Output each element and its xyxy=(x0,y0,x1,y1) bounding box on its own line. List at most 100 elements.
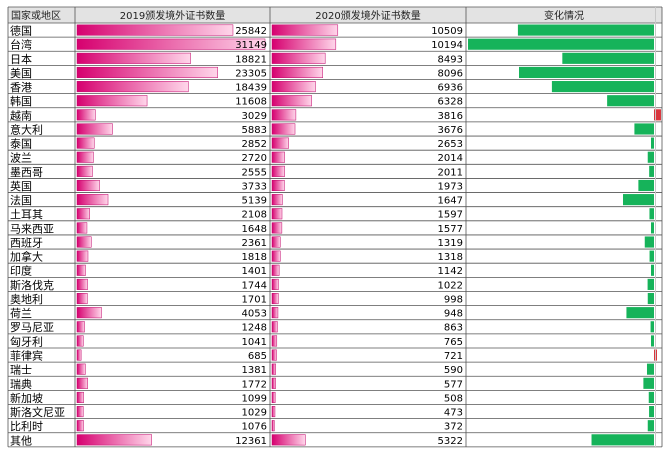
table-row: 韩国 11608 6328 xyxy=(10,94,654,108)
value-2019: 1744 xyxy=(242,280,267,291)
value-2020: 508 xyxy=(444,393,463,404)
bar-2019 xyxy=(76,420,84,432)
bar-2019 xyxy=(76,349,82,361)
region-label: 土耳其 xyxy=(10,208,43,221)
value-2020: 2014 xyxy=(438,153,463,164)
bar-2020 xyxy=(271,52,326,64)
value-2020: 1022 xyxy=(438,280,463,291)
table-row: 其他 12361 5322 xyxy=(10,434,654,447)
value-2019: 685 xyxy=(248,351,267,362)
table-row: 意大利 5883 3676 xyxy=(10,122,654,136)
table-row: 美国 23305 8096 xyxy=(10,66,654,80)
region-label: 越南 xyxy=(10,108,32,122)
change-bar-decrease xyxy=(647,420,654,432)
region-label: 新加坡 xyxy=(10,391,43,405)
value-2020: 372 xyxy=(444,422,463,433)
value-2020: 6328 xyxy=(438,97,463,108)
table-row: 斯洛伐克 1744 1022 xyxy=(10,278,654,292)
change-bar-decrease xyxy=(649,208,654,220)
value-2020: 1973 xyxy=(438,181,463,192)
bar-2019 xyxy=(76,137,95,149)
right-guide-line xyxy=(655,7,656,447)
value-2020: 8096 xyxy=(438,68,463,79)
table-row: 土耳其 2108 1597 xyxy=(10,208,654,221)
table-row: 台湾 31149 10194 xyxy=(10,38,654,52)
table-row: 波兰 2720 2014 xyxy=(10,151,654,165)
region-label: 意大利 xyxy=(10,122,43,136)
region-label: 马来西亚 xyxy=(10,222,54,235)
change-bar-decrease xyxy=(646,363,654,375)
value-2020: 3816 xyxy=(438,111,463,122)
table-row: 马来西亚 1648 1577 xyxy=(10,222,654,235)
change-bar-decrease xyxy=(648,391,654,404)
bar-2019 xyxy=(76,434,152,446)
bar-2020 xyxy=(271,222,283,234)
bar-2020 xyxy=(271,208,283,220)
bar-2020 xyxy=(271,307,279,319)
table-row: 香港 18439 6936 xyxy=(10,81,654,94)
region-label: 德国 xyxy=(10,24,32,38)
bar-2020 xyxy=(271,363,276,375)
bar-2020 xyxy=(271,179,285,192)
change-bar-decrease xyxy=(607,95,654,107)
change-bar-decrease xyxy=(647,292,654,305)
value-2019: 1818 xyxy=(242,252,267,263)
value-2019: 4053 xyxy=(242,309,267,320)
value-2020: 948 xyxy=(444,309,463,320)
change-bar-decrease xyxy=(651,137,654,149)
bar-2019 xyxy=(76,250,89,262)
value-2019: 1248 xyxy=(242,323,267,334)
table-row: 匈牙利 1041 765 xyxy=(10,334,654,348)
value-2019: 1401 xyxy=(242,266,267,277)
region-label: 罗马尼亚 xyxy=(10,321,54,334)
value-2019: 1381 xyxy=(242,365,267,376)
value-2020: 10509 xyxy=(431,26,463,37)
value-2019: 2108 xyxy=(242,210,267,221)
region-label: 其他 xyxy=(10,434,32,447)
bar-2020 xyxy=(271,151,285,163)
value-2019: 12361 xyxy=(235,436,267,447)
table-row: 德国 25842 10509 xyxy=(10,24,654,38)
bar-2020 xyxy=(271,391,276,403)
region-label: 匈牙利 xyxy=(10,334,43,348)
change-bar-decrease xyxy=(551,81,654,93)
value-2020: 1577 xyxy=(438,224,463,235)
header-region: 国家或地区 xyxy=(11,9,61,22)
change-bar-decrease xyxy=(649,165,654,177)
bar-2020 xyxy=(271,264,280,276)
bar-2020 xyxy=(271,24,339,36)
value-2019: 11608 xyxy=(235,97,267,108)
change-bar-decrease xyxy=(562,52,654,64)
bar-2020 xyxy=(271,349,277,361)
value-2020: 577 xyxy=(444,379,463,390)
table-row: 法国 5139 1647 xyxy=(10,193,654,207)
value-2020: 10194 xyxy=(431,40,463,51)
change-bar-decrease xyxy=(651,222,654,234)
region-label: 韩国 xyxy=(10,94,32,108)
value-2020: 2011 xyxy=(438,167,463,178)
value-2020: 863 xyxy=(444,323,463,334)
bar-2019 xyxy=(76,363,86,375)
table-row: 泰国 2852 2653 xyxy=(10,137,654,151)
bar-2019 xyxy=(76,66,218,78)
region-label: 比利时 xyxy=(10,420,43,433)
bar-2019 xyxy=(76,264,86,276)
bar-2020 xyxy=(271,165,285,177)
change-bar-decrease xyxy=(519,66,654,79)
value-2020: 1319 xyxy=(438,238,463,249)
table-row: 墨西哥 2555 2011 xyxy=(10,165,654,179)
change-bar-decrease xyxy=(517,24,654,36)
table-row: 加拿大 1818 1318 xyxy=(10,250,654,264)
bar-2020 xyxy=(271,406,276,418)
bar-2019 xyxy=(76,95,148,107)
change-bar-decrease xyxy=(591,434,654,446)
value-2019: 2720 xyxy=(242,153,267,164)
region-label: 菲律宾 xyxy=(10,348,43,362)
region-label: 美国 xyxy=(10,67,32,80)
change-bar-decrease xyxy=(643,377,654,389)
header-2020: 2020颁发境外证书数量 xyxy=(315,9,420,22)
bar-2020 xyxy=(271,250,281,262)
value-2019: 1099 xyxy=(242,393,267,404)
bar-2019 xyxy=(76,307,102,319)
value-2019: 1041 xyxy=(242,337,267,348)
